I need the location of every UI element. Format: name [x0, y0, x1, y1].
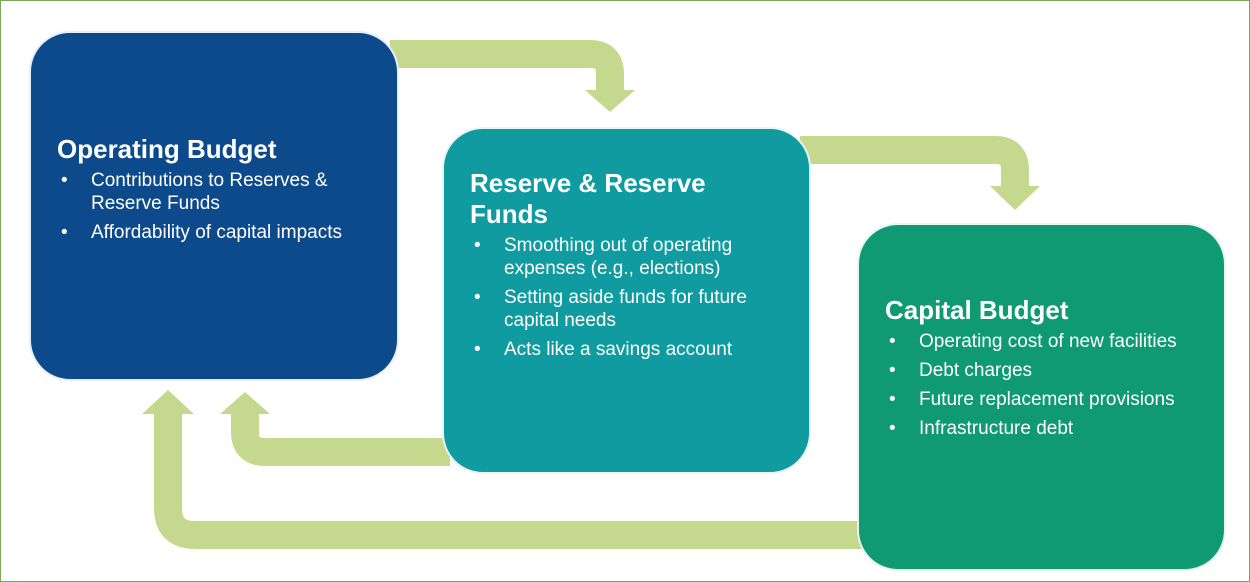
- bullet-item: Acts like a savings account: [474, 338, 770, 361]
- bullet-item: Infrastructure debt: [889, 417, 1185, 440]
- node-title: Reserve & Reserve Funds: [470, 168, 706, 229]
- node-text: Capital Budget Operating cost of new faci…: [885, 295, 1185, 446]
- bullet-item: Future replacement provisions: [889, 388, 1185, 411]
- arrow-shaft: [800, 136, 1029, 188]
- arrow-head: [142, 390, 194, 414]
- bullet-item: Smoothing out of operating expenses (e.g…: [474, 234, 770, 280]
- bullet-item: Contributions to Reserves & Reserve Fund…: [61, 169, 377, 215]
- node-text: Operating Budget Contributions to Reserve…: [57, 134, 377, 250]
- arrow-head: [990, 186, 1040, 210]
- bullet-list: Smoothing out of operating expenses (e.g…: [470, 234, 770, 361]
- arrows: [154, 40, 1029, 549]
- node-title: Capital Budget: [885, 295, 1069, 325]
- arrow-head: [220, 392, 270, 414]
- arrow-shaft: [154, 412, 866, 549]
- arrow-shaft: [390, 40, 624, 92]
- arrow-head: [585, 90, 635, 112]
- node-text: Reserve & Reserve Funds Smoothing out of …: [470, 168, 770, 367]
- bullet-item: Operating cost of new facilities: [889, 330, 1185, 353]
- bullet-item: Debt charges: [889, 359, 1185, 382]
- bullet-list: Operating cost of new facilities Debt cha…: [885, 330, 1185, 440]
- arrow-shaft: [231, 412, 450, 466]
- arrow-heads: [142, 90, 1040, 414]
- bullet-item: Setting aside funds for future capital n…: [474, 286, 770, 332]
- node-title: Operating Budget: [57, 134, 277, 164]
- bullet-list: Contributions to Reserves & Reserve Fund…: [57, 169, 377, 244]
- bullet-item: Affordability of capital impacts: [61, 221, 377, 244]
